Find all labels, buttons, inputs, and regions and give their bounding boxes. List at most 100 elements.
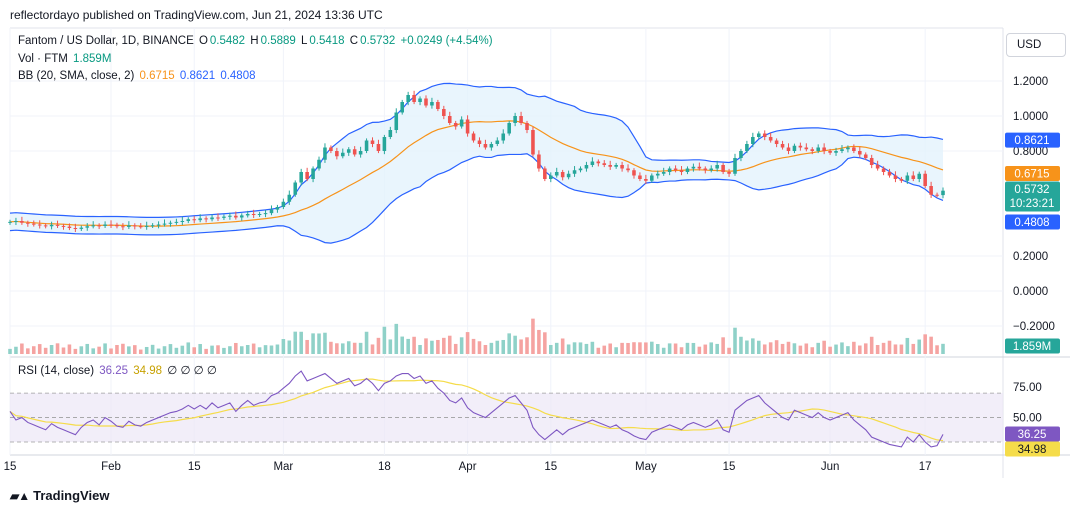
volume-bar [275,344,280,354]
volume-bar [471,338,476,354]
high-value: 0.5889 [260,35,296,47]
volume-bar [661,347,666,354]
volume-bar [335,343,339,354]
volume-bar [887,340,892,354]
candle-body [881,168,886,172]
tradingview-logo-icon: ▰▲ [10,488,30,503]
price-tick-label: 0.8000 [1013,146,1048,158]
candle-body [453,123,458,127]
volume-bar [162,346,167,354]
candle-body [525,123,529,130]
candle-body [275,207,280,210]
candle-body [263,213,268,215]
time-tick-label: Apr [459,461,477,473]
candle-body [222,216,226,218]
candle-body [442,109,446,116]
candle-body [869,158,874,165]
volume-bar [26,348,30,354]
candle-body [287,194,292,202]
time-tick-label: Feb [101,461,121,473]
volume-bar [792,343,797,354]
candle-body [341,152,345,157]
currency-selector[interactable]: USD [1006,33,1066,57]
volume-bar [245,345,250,354]
volume-bar [55,343,60,354]
price-tag-bg [1005,181,1060,212]
volume-bar [572,342,577,354]
candle-body [281,201,286,207]
volume-bar [632,342,636,354]
candle-body [632,170,636,176]
volume-bar [691,342,696,354]
candle-body [335,151,339,157]
candle-body [20,221,24,223]
volume-bar [929,336,933,354]
volume-bar [436,339,440,354]
volume-bar [406,338,410,354]
time-tick-label: May [635,461,657,473]
volume-bar [358,342,363,354]
candle-body [115,224,119,227]
price-tag-bg [1005,214,1060,230]
candle-body [590,161,595,165]
time-tick-label: 15 [4,461,17,473]
candle-body [709,168,714,171]
bb-fill [10,83,943,244]
time-tick-label: 15 [723,461,736,473]
volume-bar [115,345,119,354]
candle-body [549,175,553,179]
volume-bar [465,332,470,354]
bb-basis-line [9,120,944,227]
volume-bar [590,341,595,354]
volume-bar [210,345,214,354]
candle-body [507,123,511,134]
volume-bar [923,334,927,354]
volume-bar [186,342,191,354]
volume-bar [376,337,381,354]
time-tick-label: Mar [273,461,293,473]
volume-bar [382,326,387,354]
volume-bar [697,346,702,354]
candle-body [216,217,220,219]
candle-body [935,194,939,196]
candle-body [495,140,500,144]
candle-body [97,225,101,227]
candle-body [852,147,856,151]
price-tag: 0.4808 [1014,217,1049,229]
candle-body [447,116,452,123]
volume-bar [822,340,826,354]
volume-bar [721,337,725,354]
volume-bar [459,337,464,354]
price-tick-label: 0.0000 [1013,286,1048,298]
volume-bar [584,343,589,354]
volume-bar [798,345,803,354]
candle-body [436,102,440,109]
time-tick-label: 17 [919,461,932,473]
candle-body [905,175,910,181]
volume-bar [655,344,660,354]
candle-body [329,147,333,151]
volume-bar [346,341,351,354]
candle-body [834,151,838,153]
candle-body [465,119,470,134]
candle-body [73,228,78,229]
rsi-tick-label: 50.00 [1013,413,1042,425]
candle-body [144,225,149,227]
candle-body [234,215,238,218]
tradingview-brand[interactable]: ▰▲ TradingView [10,488,110,503]
candle-body [923,173,927,186]
volume-bar [620,342,624,354]
volume-bar [477,341,482,354]
candle-body [644,179,648,181]
bb-mid-value: 0.6715 [139,70,175,82]
candle-body [109,224,113,226]
candle-body [323,147,327,160]
price-tag: 0.6715 [1014,168,1049,180]
volume-bar [442,337,446,354]
price-tick-label: 0.2000 [1013,251,1048,263]
candle-body [768,137,773,141]
candle-body [245,214,250,216]
candle-body [150,225,155,227]
candle-body [305,172,309,179]
